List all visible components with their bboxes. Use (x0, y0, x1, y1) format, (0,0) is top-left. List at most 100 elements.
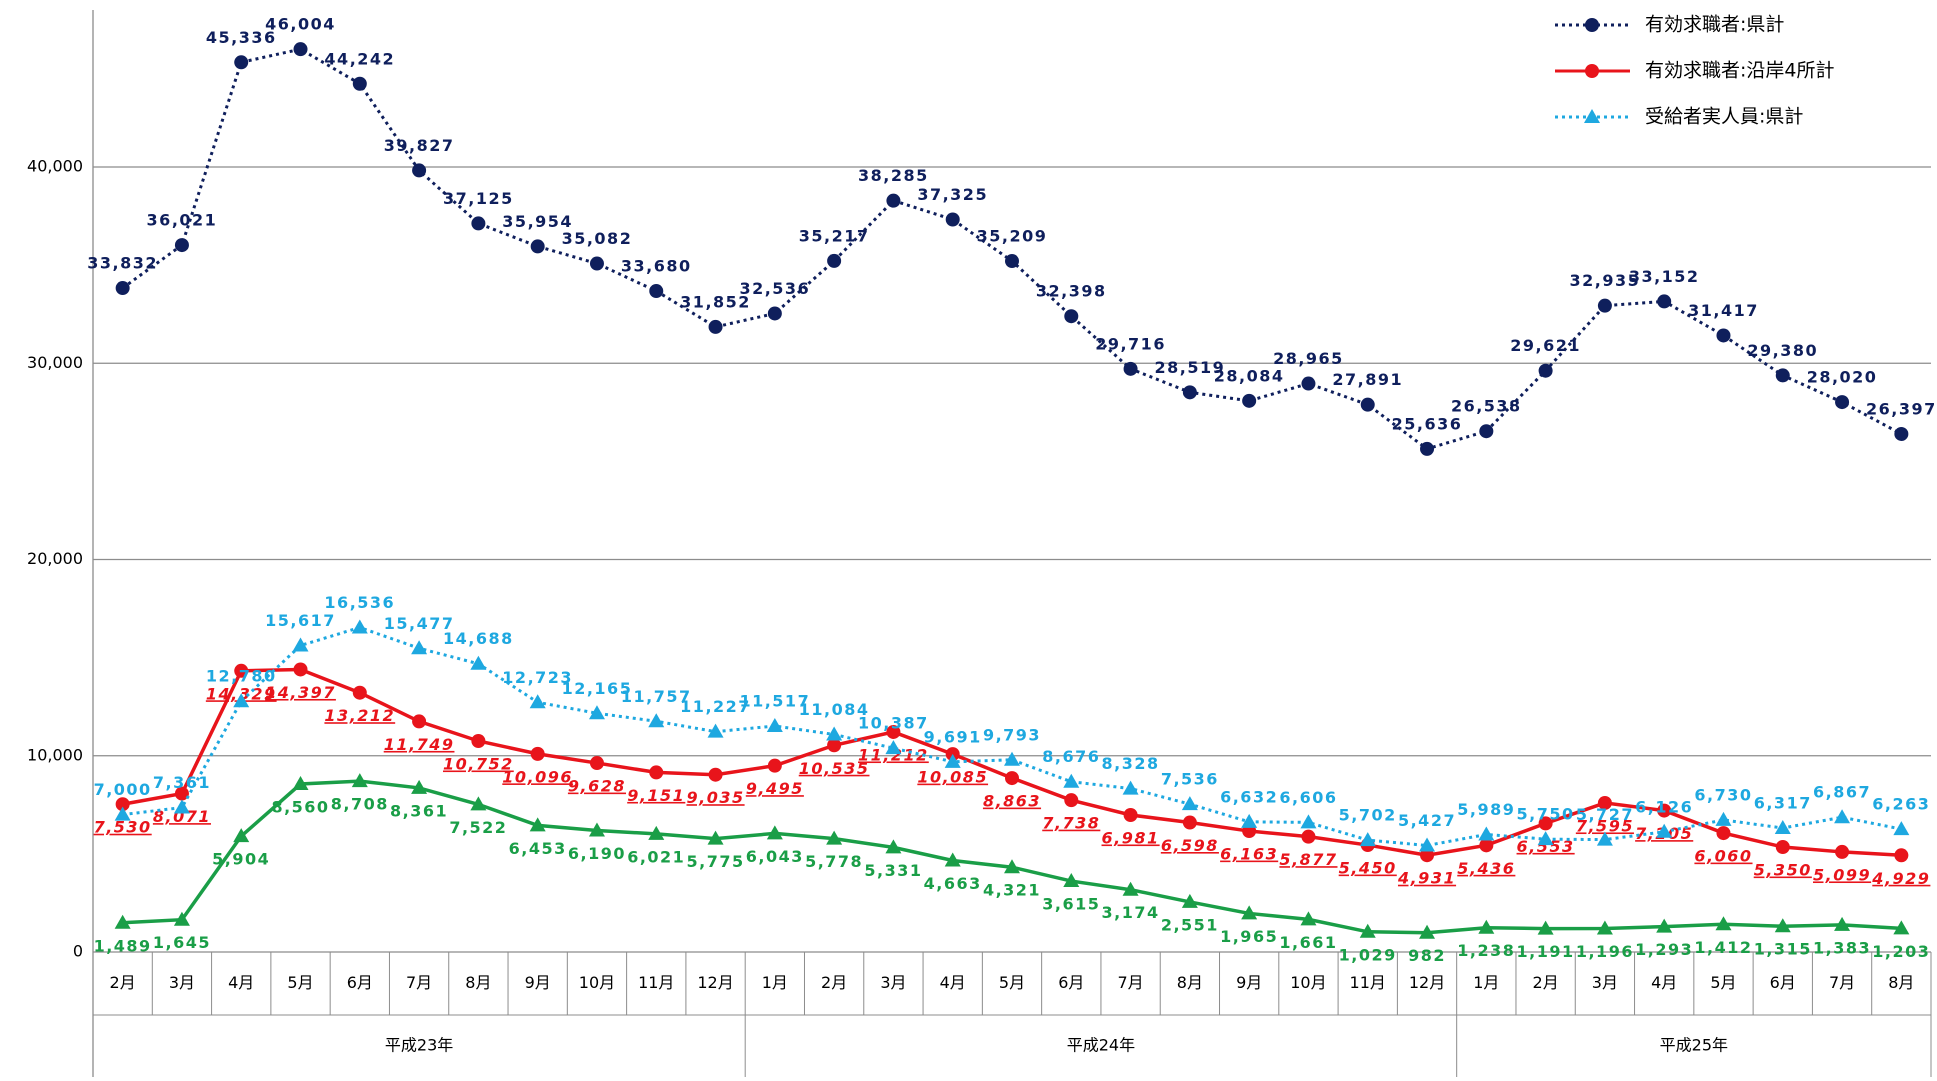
data-label: 5,450 (1339, 859, 1397, 878)
marker (173, 799, 190, 814)
legend-item: 有効求職者:沿岸4所計 (1555, 60, 1835, 82)
data-label: 7,522 (449, 818, 507, 837)
data-label: 28,519 (1154, 358, 1225, 377)
x-tick-label: 6月 (347, 973, 373, 992)
marker (173, 911, 190, 926)
marker (470, 796, 487, 811)
marker (826, 726, 843, 741)
x-tick-label: 10月 (1290, 973, 1326, 992)
marker (411, 640, 428, 655)
x-tick-label: 5月 (999, 973, 1025, 992)
marker (1775, 368, 1790, 383)
data-label: 1,191 (1517, 942, 1575, 961)
x-tick-label: 10月 (579, 973, 615, 992)
marker (1478, 826, 1495, 841)
data-label: 32,398 (1036, 282, 1107, 301)
data-label: 10,085 (917, 768, 988, 787)
data-label: 44,242 (324, 49, 395, 68)
data-label: 4,663 (924, 874, 982, 893)
data-label: 29,621 (1510, 336, 1581, 355)
data-label: 7,595 (1576, 816, 1634, 835)
x-tick-label: 7月 (406, 973, 432, 992)
marker (1122, 881, 1139, 896)
x-tick-label: 9月 (1236, 973, 1262, 992)
data-label: 38,285 (858, 166, 929, 185)
marker (766, 825, 783, 840)
data-label: 5,904 (212, 850, 270, 869)
data-label: 29,716 (1095, 334, 1166, 353)
marker (471, 733, 486, 748)
marker (1715, 916, 1732, 931)
data-label: 35,209 (977, 227, 1048, 246)
marker (708, 767, 723, 782)
marker (589, 756, 604, 771)
legend-label: 受給者実人員:県計 (1645, 106, 1803, 128)
marker (1419, 837, 1436, 852)
marker (1657, 803, 1672, 818)
series: 1,489 1,645 5,904 8,560 8,708 8,3617,5226,453… (94, 773, 1929, 965)
marker (293, 662, 308, 677)
data-label: 6,632 (1220, 787, 1278, 806)
data-label: 37,125 (443, 189, 514, 208)
x-group-label: 平成23年 (385, 1036, 453, 1055)
x-tick-label: 11月 (638, 973, 674, 992)
x-tick-label: 4月 (228, 973, 254, 992)
x-tick-label: 2月 (110, 973, 136, 992)
x-tick-label: 2月 (1533, 973, 1559, 992)
data-label: 6,598 (1161, 836, 1219, 855)
marker (351, 773, 368, 788)
marker (529, 817, 546, 832)
data-label: 7,000 (94, 780, 152, 799)
marker (1537, 831, 1554, 846)
marker (1063, 773, 1080, 788)
marker (1894, 848, 1909, 863)
x-tick-label: 7月 (1829, 973, 1855, 992)
marker (767, 758, 782, 773)
data-label: 10,387 (858, 714, 929, 733)
data-label: 5,350 (1754, 861, 1812, 880)
data-label: 8,676 (1042, 747, 1100, 766)
marker (1537, 920, 1554, 935)
marker (1596, 920, 1613, 935)
marker (1479, 838, 1494, 853)
marker (1181, 893, 1198, 908)
marker (1123, 361, 1138, 376)
marker (589, 256, 604, 271)
data-label: 45,336 (206, 28, 277, 47)
data-label: 5,099 (1813, 865, 1871, 884)
x-tick-label: 6月 (1770, 973, 1796, 992)
marker (1004, 751, 1020, 766)
data-label: 1,489 (94, 936, 152, 955)
data-label: 33,680 (621, 257, 692, 276)
marker (1004, 859, 1020, 874)
marker (1584, 109, 1600, 123)
marker (1656, 918, 1673, 933)
x-tick-label: 6月 (1058, 973, 1084, 992)
marker (1360, 397, 1375, 412)
data-label: 5,331 (864, 861, 922, 880)
data-label: 14,397 (265, 683, 336, 702)
marker (470, 655, 487, 670)
marker (1834, 809, 1851, 824)
data-label: 11,227 (680, 697, 751, 716)
marker (292, 776, 309, 791)
data-label: 27,891 (1332, 370, 1403, 389)
data-label: 6,606 (1279, 788, 1337, 807)
marker (1122, 780, 1139, 795)
x-tick-label: 3月 (169, 973, 195, 992)
marker (1834, 916, 1851, 931)
data-label: 5,778 (805, 852, 863, 871)
marker (1585, 18, 1599, 32)
data-label: 15,617 (265, 611, 336, 630)
marker (1657, 294, 1672, 309)
data-label: 13,212 (324, 706, 395, 725)
data-label: 1,965 (1220, 927, 1278, 946)
data-label: 3,615 (1042, 895, 1100, 914)
marker (1359, 923, 1376, 938)
marker (1005, 771, 1019, 786)
data-label: 3,174 (1102, 903, 1160, 922)
y-tick-label: 30,000 (27, 353, 83, 372)
marker (1420, 848, 1435, 863)
